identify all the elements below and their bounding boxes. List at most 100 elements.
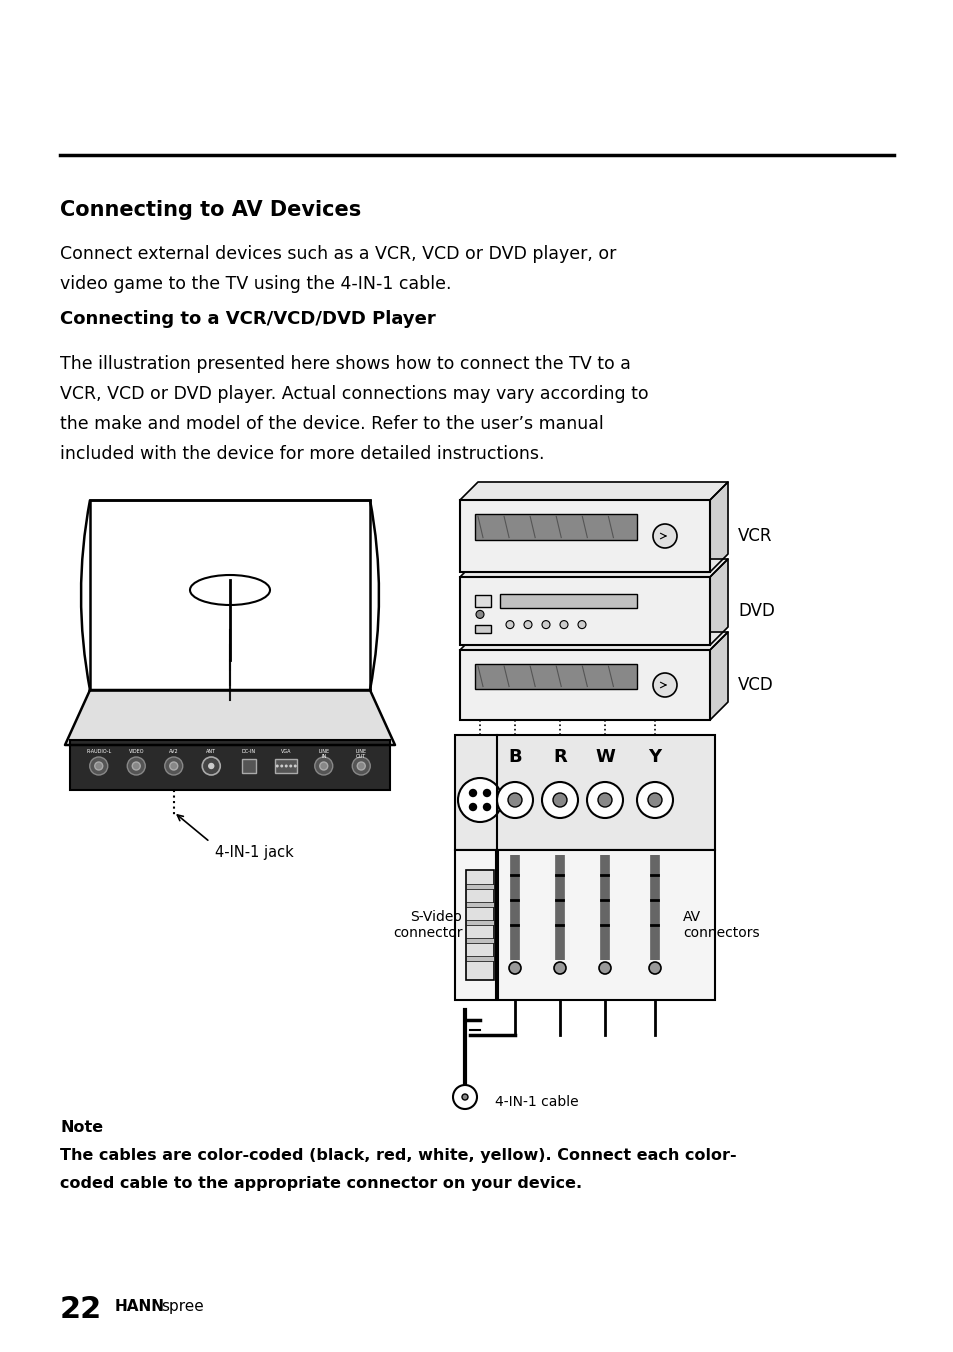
Text: spree: spree [161, 1299, 204, 1314]
Text: Connecting to AV Devices: Connecting to AV Devices [60, 200, 361, 220]
Circle shape [652, 673, 677, 698]
Ellipse shape [190, 575, 270, 604]
Circle shape [637, 781, 672, 818]
Circle shape [483, 790, 490, 796]
Text: DVD: DVD [738, 602, 774, 621]
Circle shape [165, 757, 183, 775]
Bar [465, 884, 494, 890]
Text: 22: 22 [60, 1295, 102, 1324]
Text: B: B [508, 748, 521, 767]
Polygon shape [65, 690, 395, 745]
Bar [465, 956, 494, 961]
Bar [70, 740, 390, 790]
Circle shape [352, 757, 370, 775]
Text: VCR: VCR [738, 527, 772, 545]
Circle shape [553, 794, 566, 807]
Text: ANT: ANT [206, 749, 216, 754]
Circle shape [127, 757, 145, 775]
Bar [459, 650, 709, 721]
Text: Note: Note [60, 1119, 103, 1134]
Bar [455, 735, 714, 850]
Text: coded cable to the appropriate connector on your device.: coded cable to the appropriate connector… [60, 1176, 581, 1191]
Text: DC-IN: DC-IN [241, 749, 255, 754]
Circle shape [647, 794, 661, 807]
Circle shape [559, 621, 567, 629]
Bar [465, 902, 494, 907]
Circle shape [294, 764, 296, 768]
Circle shape [314, 757, 333, 775]
Bar [465, 919, 494, 925]
Circle shape [209, 764, 213, 768]
Bar [275, 758, 297, 773]
Circle shape [275, 764, 278, 768]
Circle shape [90, 757, 108, 775]
Text: Connecting to a VCR/VCD/DVD Player: Connecting to a VCR/VCD/DVD Player [60, 310, 436, 329]
Text: the make and model of the device. Refer to the user’s manual: the make and model of the device. Refer … [60, 415, 603, 433]
Circle shape [648, 963, 660, 973]
Text: W: W [595, 748, 615, 767]
Circle shape [476, 610, 483, 618]
Circle shape [170, 763, 177, 771]
Circle shape [652, 525, 677, 548]
Text: 4-IN-1 jack: 4-IN-1 jack [214, 845, 294, 860]
Circle shape [483, 803, 490, 810]
Bar [498, 850, 714, 1000]
Circle shape [284, 764, 288, 768]
Bar [499, 594, 637, 607]
Text: Y: Y [648, 748, 660, 767]
Text: The illustration presented here shows how to connect the TV to a: The illustration presented here shows ho… [60, 356, 630, 373]
Text: included with the device for more detailed instructions.: included with the device for more detail… [60, 445, 544, 462]
Bar [459, 577, 709, 645]
Circle shape [132, 763, 140, 771]
FancyBboxPatch shape [90, 500, 370, 690]
Bar [459, 500, 709, 572]
Bar [241, 758, 255, 773]
Circle shape [94, 763, 103, 771]
Circle shape [453, 1086, 476, 1109]
Bar [475, 664, 637, 688]
Circle shape [509, 963, 520, 973]
Circle shape [598, 794, 612, 807]
Circle shape [523, 621, 532, 629]
Circle shape [507, 794, 521, 807]
Circle shape [541, 621, 550, 629]
Bar [475, 625, 491, 633]
Text: HANN: HANN [115, 1299, 165, 1314]
Circle shape [578, 621, 585, 629]
Text: AV
connectors: AV connectors [682, 910, 759, 940]
Bar [475, 595, 491, 607]
Text: S-Video
connector: S-Video connector [393, 910, 462, 940]
Circle shape [598, 963, 610, 973]
Circle shape [586, 781, 622, 818]
Circle shape [469, 790, 476, 796]
Polygon shape [709, 631, 727, 721]
Text: VGA: VGA [281, 749, 292, 754]
Text: LINE
IN: LINE IN [318, 749, 329, 758]
Circle shape [457, 777, 501, 822]
Circle shape [541, 781, 578, 818]
Circle shape [497, 781, 533, 818]
Circle shape [461, 1094, 468, 1101]
Circle shape [469, 803, 476, 810]
Bar [465, 938, 494, 942]
Bar [475, 514, 637, 539]
Text: 4-IN-1 cable: 4-IN-1 cable [495, 1095, 578, 1109]
Circle shape [202, 757, 220, 775]
Polygon shape [459, 483, 727, 500]
Text: AV2: AV2 [169, 749, 178, 754]
Polygon shape [709, 483, 727, 572]
Polygon shape [459, 558, 727, 577]
Text: VCD: VCD [738, 676, 773, 694]
Circle shape [319, 763, 328, 771]
Circle shape [505, 621, 514, 629]
Circle shape [280, 764, 283, 768]
Bar [455, 850, 496, 1000]
Circle shape [289, 764, 292, 768]
Text: R-AUDIO-L: R-AUDIO-L [86, 749, 112, 754]
Text: VIDEO: VIDEO [129, 749, 144, 754]
Bar [465, 869, 494, 980]
Text: VCR, VCD or DVD player. Actual connections may vary according to: VCR, VCD or DVD player. Actual connectio… [60, 385, 648, 403]
Text: LINE
OUT: LINE OUT [355, 749, 366, 758]
Text: video game to the TV using the 4-IN-1 cable.: video game to the TV using the 4-IN-1 ca… [60, 274, 451, 293]
Text: R: R [553, 748, 566, 767]
